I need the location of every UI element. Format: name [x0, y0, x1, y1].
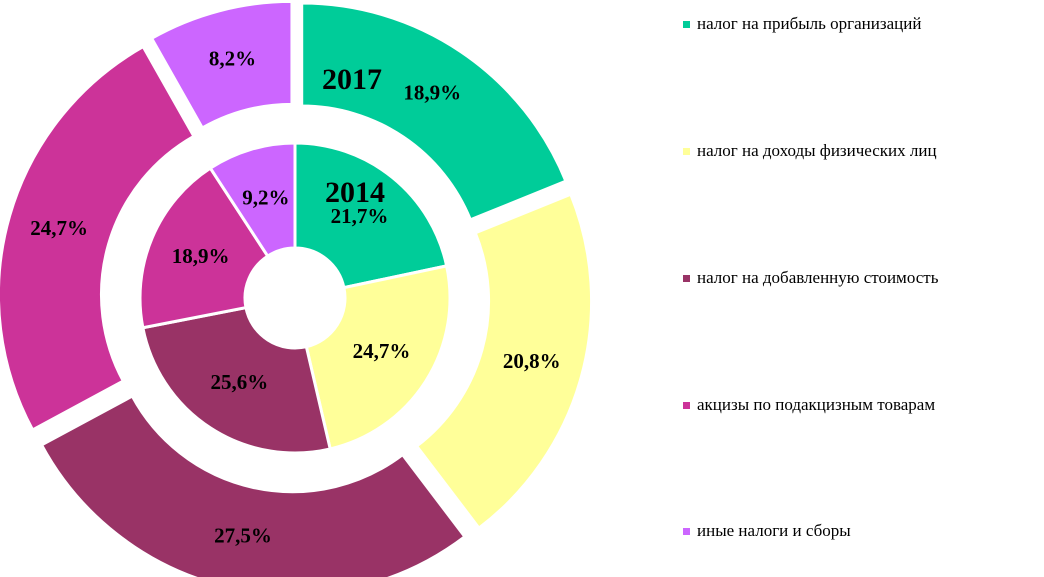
data-label: 18,9%	[172, 244, 230, 268]
series-label: 2014	[325, 176, 385, 209]
legend-swatch	[683, 21, 690, 28]
legend-swatch	[683, 275, 690, 282]
donut-slice	[300, 1, 568, 222]
data-label: 9,2%	[242, 186, 289, 210]
legend-label: иные налоги и сборы	[697, 521, 851, 540]
donut-slice	[304, 264, 452, 451]
legend-swatch	[683, 528, 690, 535]
donut-slice	[141, 305, 333, 455]
legend-label: акцизы по подакцизным товарам	[697, 395, 935, 414]
donut-slice	[0, 44, 196, 432]
legend-label: налог на прибыль организаций	[697, 14, 921, 33]
legend-swatch	[683, 402, 690, 409]
series-label: 2017	[322, 63, 382, 96]
data-label: 18,9%	[403, 80, 461, 104]
data-label: 20,8%	[503, 349, 561, 373]
data-label: 8,2%	[209, 46, 256, 70]
donut-slice	[39, 394, 467, 577]
data-label: 24,7%	[30, 216, 88, 240]
donut-slice	[149, 0, 294, 131]
legend-label: налог на доходы физических лиц	[697, 141, 937, 160]
donut-slice	[293, 141, 449, 290]
data-label: 21,7%	[331, 204, 389, 228]
donut-slice	[414, 192, 594, 531]
data-label: 24,7%	[353, 339, 411, 363]
donut-slice	[208, 141, 297, 259]
data-label: 25,6%	[210, 370, 268, 394]
data-label: 27,5%	[214, 524, 272, 548]
legend-swatch	[683, 148, 690, 155]
legend-label: налог на добавленную стоимость	[697, 268, 939, 287]
